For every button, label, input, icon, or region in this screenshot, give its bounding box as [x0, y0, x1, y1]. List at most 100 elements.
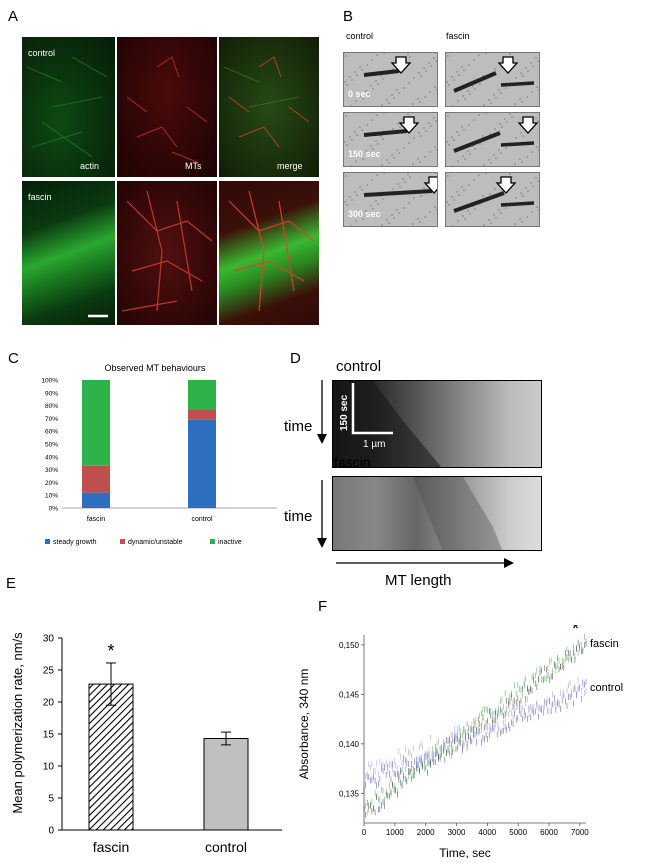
- chart-c-ytick: 60%: [45, 429, 58, 436]
- chart-c-title: Observed MT behaviours: [105, 363, 206, 373]
- micrograph-control-merge: merge: [219, 37, 319, 177]
- chart-c-legend-swatch: [210, 539, 215, 544]
- chart-f-xlabel: Time, sec: [439, 846, 491, 860]
- chart-e-ytick: 5: [48, 794, 54, 805]
- chart-e-ytick: 10: [43, 762, 55, 773]
- timelapse-time-label: 150 sec: [348, 149, 381, 159]
- timelapse-frame-fascin-1: [445, 112, 540, 167]
- chart-c-bar-fascin: [82, 492, 110, 508]
- chart-f-ytick: 0,140: [339, 740, 360, 749]
- kymograph-control: 150 sec 1 µm: [332, 380, 542, 468]
- chart-c-ytick: 70%: [45, 416, 58, 423]
- chart-c-legend-label: dynamic/unstable: [128, 539, 183, 546]
- chart-c-ytick: 20%: [45, 480, 58, 487]
- chart-mt-behaviours: Observed MT behaviours 0% 10% 20% 30% 40% 50%…: [41, 363, 277, 546]
- chart-c-ytick: 40%: [45, 454, 58, 461]
- mt-length-arrow: [336, 558, 514, 568]
- chart-f-xtick: 1000: [386, 828, 404, 837]
- chart-e-ytick: 30: [43, 634, 55, 645]
- kymo-time-label-fascin: time: [284, 508, 313, 525]
- channel-label-merge: merge: [277, 161, 303, 171]
- kymograph-fascin: [332, 476, 542, 551]
- kymo-time-label-control: time: [284, 418, 313, 435]
- chart-f-xtick: 2000: [417, 828, 435, 837]
- timelapse-frame-control-2: 300 sec: [343, 172, 438, 227]
- chart-c-bar-fascin: [82, 465, 110, 493]
- micrograph-control-mts: MTs: [117, 37, 217, 177]
- column-label-fascin: fascin: [446, 31, 470, 41]
- column-label-control: control: [346, 31, 374, 41]
- chart-c-bar-control: [188, 419, 216, 508]
- row-label-control: control: [28, 48, 56, 58]
- chart-e-ytick: 25: [43, 666, 55, 677]
- chart-e-bar-fascin: [88, 683, 134, 831]
- chart-c-bar-fascin: [82, 380, 110, 466]
- timelapse-frame-fascin-0: [445, 52, 540, 107]
- micrograph-control-actin: control actin: [22, 37, 115, 177]
- chart-polymerization-rate: Mean polymerization rate, nm/s 0 5 10 15 20 2…: [10, 632, 282, 855]
- chart-f-label-fascin: fascin: [590, 638, 619, 650]
- chart-f-ytick: 0,150: [339, 641, 360, 650]
- chart-c-legend-swatch: [120, 539, 125, 544]
- chart-f-xtick: 7000: [571, 828, 589, 837]
- chart-e-ytick: 15: [43, 730, 55, 741]
- panel-f-letter: F: [318, 598, 328, 615]
- timelapse-time-label: 0 sec: [348, 89, 371, 99]
- timelapse-time-label: 300 sec: [348, 209, 381, 219]
- time-arrow-control: [317, 380, 327, 444]
- chart-f-xtick: 5000: [509, 828, 527, 837]
- micrograph-fascin-merge: [219, 181, 319, 325]
- micrograph-fascin-actin: fascin: [22, 181, 115, 325]
- chart-f-ytick: 0,145: [339, 690, 360, 699]
- chart-c-legend-swatch: [45, 539, 50, 544]
- chart-f-xtick: 3000: [448, 828, 466, 837]
- timelapse-frame-fascin-2: [445, 172, 540, 227]
- chart-e-significance: *: [107, 641, 114, 661]
- chart-e-ytick: 0: [48, 826, 54, 837]
- chart-c-ytick: 90%: [45, 390, 58, 397]
- chart-f-ytick: 0,135: [339, 789, 360, 798]
- chart-c-ytick: 100%: [41, 378, 58, 385]
- chart-c-ytick: 0%: [49, 506, 59, 513]
- time-arrow-fascin: [317, 480, 327, 548]
- panel-a-letter: A: [8, 8, 19, 25]
- panel-d-letter: D: [290, 350, 301, 367]
- chart-e-xtick: control: [205, 839, 247, 855]
- chart-f-series-control: [363, 677, 587, 782]
- chart-f-xtick: 6000: [540, 828, 558, 837]
- panel-e-letter: E: [6, 575, 17, 592]
- chart-f-ylabel: Absorbance, 340 nm: [297, 669, 311, 780]
- chart-f-xtick: 4000: [478, 828, 496, 837]
- channel-label-mts: MTs: [185, 161, 202, 171]
- chart-e-bar-control: [203, 737, 249, 831]
- kymo-label-fascin: fascin: [334, 454, 371, 470]
- chart-c-ytick: 80%: [45, 403, 58, 410]
- chart-c-ytick: 30%: [45, 467, 58, 474]
- chart-c-ytick: 10%: [45, 493, 58, 500]
- chart-c-legend-label: inactive: [218, 539, 242, 546]
- chart-e-ylabel: Mean polymerization rate, nm/s: [10, 632, 25, 814]
- micrograph-fascin-mts: [117, 181, 217, 325]
- chart-c-legend-label: steady growth: [53, 539, 97, 546]
- chart-c-ytick: 50%: [45, 442, 58, 449]
- panel-b-letter: B: [343, 8, 354, 25]
- kymo-scale-length: 1 µm: [363, 439, 385, 450]
- chart-c-xtick: control: [191, 516, 212, 523]
- row-label-fascin: fascin: [28, 192, 52, 202]
- timelapse-frame-control-1: 150 sec: [343, 112, 438, 167]
- chart-c-bar-control: [188, 409, 216, 420]
- chart-f-xtick: 0: [362, 828, 367, 837]
- chart-c-xtick: fascin: [87, 516, 105, 523]
- mt-length-label: MT length: [385, 572, 452, 589]
- chart-f-label-control: control: [590, 682, 623, 694]
- kymo-label-control: control: [336, 358, 382, 375]
- chart-e-ytick: 20: [43, 698, 55, 709]
- chart-f-significance: *: [572, 625, 579, 639]
- chart-absorbance: Absorbance, 340 nm Time, sec 0 1000 2000 30…: [297, 625, 623, 860]
- channel-label-actin: actin: [80, 161, 100, 171]
- kymo-scale-time: 150 sec: [339, 394, 350, 431]
- chart-e-xtick: fascin: [93, 839, 130, 855]
- timelapse-frame-control-0: 0 sec: [343, 52, 438, 107]
- chart-c-bar-control: [188, 380, 216, 410]
- panel-c-letter: C: [8, 350, 19, 367]
